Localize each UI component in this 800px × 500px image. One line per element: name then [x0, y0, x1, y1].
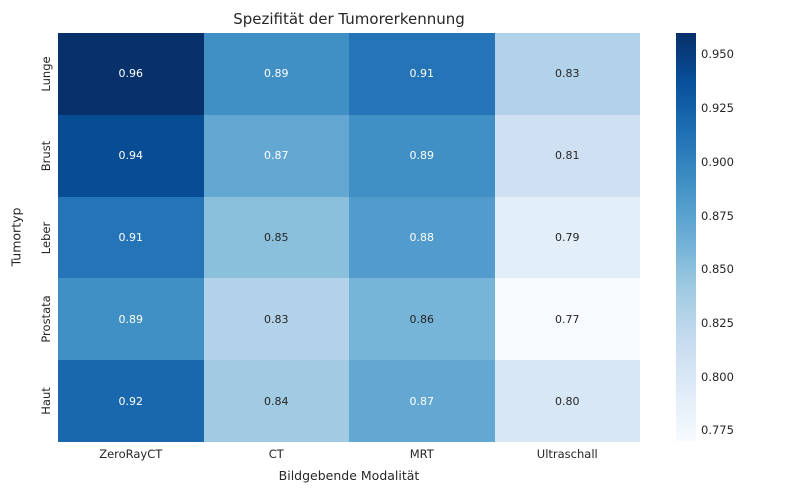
- y-tick-Prostata: Prostata: [39, 295, 53, 343]
- colorbar: [676, 33, 696, 441]
- heatmap-cell-Brust-CT: 0.87: [203, 114, 349, 197]
- heatmap-cell-Prostata-CT: 0.83: [203, 278, 349, 361]
- heatmap-cell-Brust-Ultraschall: 0.81: [494, 114, 640, 197]
- heatmap-cell-Lunge-MRT: 0.91: [349, 33, 495, 115]
- x-tick-MRT: MRT: [409, 447, 434, 461]
- y-tick-Haut: Haut: [39, 387, 53, 415]
- colorbar-tick-0.800: 0.800: [701, 369, 734, 384]
- heatmap-cell-Prostata-Ultraschall: 0.77: [494, 278, 640, 361]
- x-tick-CT: CT: [268, 447, 284, 461]
- colorbar-tick-0.900: 0.900: [701, 154, 734, 169]
- colorbar-tick-0.775: 0.775: [701, 423, 734, 438]
- x-tick-ZeroRayCT: ZeroRayCT: [99, 447, 163, 461]
- y-tick-Lunge: Lunge: [39, 56, 53, 92]
- x-axis-ticks: ZeroRayCT CT MRT Ultraschall: [58, 447, 640, 461]
- chart-title: Spezifität der Tumorerkennung: [233, 10, 465, 28]
- heatmap-cell-Leber-CT: 0.85: [203, 196, 349, 279]
- heatmap-grid: 0.96 0.89 0.91 0.83 0.94 0.87 0.89 0.81 0.91 0.85…: [58, 33, 640, 442]
- heatmap-cell-Haut-MRT: 0.87: [349, 360, 495, 442]
- heatmap-cell-Lunge-ZeroRayCT: 0.96: [58, 33, 204, 115]
- heatmap-cell-Leber-ZeroRayCT: 0.91: [58, 196, 204, 279]
- x-tick-Ultraschall: Ultraschall: [536, 447, 598, 461]
- heatmap-cell-Haut-CT: 0.84: [203, 360, 349, 442]
- y-tick-Brust: Brust: [39, 140, 53, 171]
- heatmap-cell-Prostata-MRT: 0.86: [349, 278, 495, 361]
- heatmap-cell-Haut-Ultraschall: 0.80: [494, 360, 640, 442]
- heatmap-cell-Lunge-Ultraschall: 0.83: [494, 33, 640, 115]
- heatmap-cell-Brust-MRT: 0.89: [349, 114, 495, 197]
- heatmap-cell-Leber-Ultraschall: 0.79: [494, 196, 640, 279]
- heatmap-cell-Leber-MRT: 0.88: [349, 196, 495, 279]
- heatmap-cell-Haut-ZeroRayCT: 0.92: [58, 360, 204, 442]
- x-axis-label: Bildgebende Modalität: [278, 468, 420, 483]
- colorbar-tick-0.950: 0.950: [701, 47, 734, 62]
- heatmap-cell-Lunge-CT: 0.89: [203, 33, 349, 115]
- heatmap-cell-Prostata-ZeroRayCT: 0.89: [58, 278, 204, 361]
- colorbar-tick-0.850: 0.850: [701, 262, 734, 277]
- heatmap-cell-Brust-ZeroRayCT: 0.94: [58, 114, 204, 197]
- colorbar-tick-0.825: 0.825: [701, 315, 734, 330]
- colorbar-tick-0.925: 0.925: [701, 101, 734, 116]
- colorbar-tick-0.875: 0.875: [701, 208, 734, 223]
- y-axis-label: Tumortyp: [8, 207, 24, 267]
- y-tick-Leber: Leber: [39, 221, 53, 254]
